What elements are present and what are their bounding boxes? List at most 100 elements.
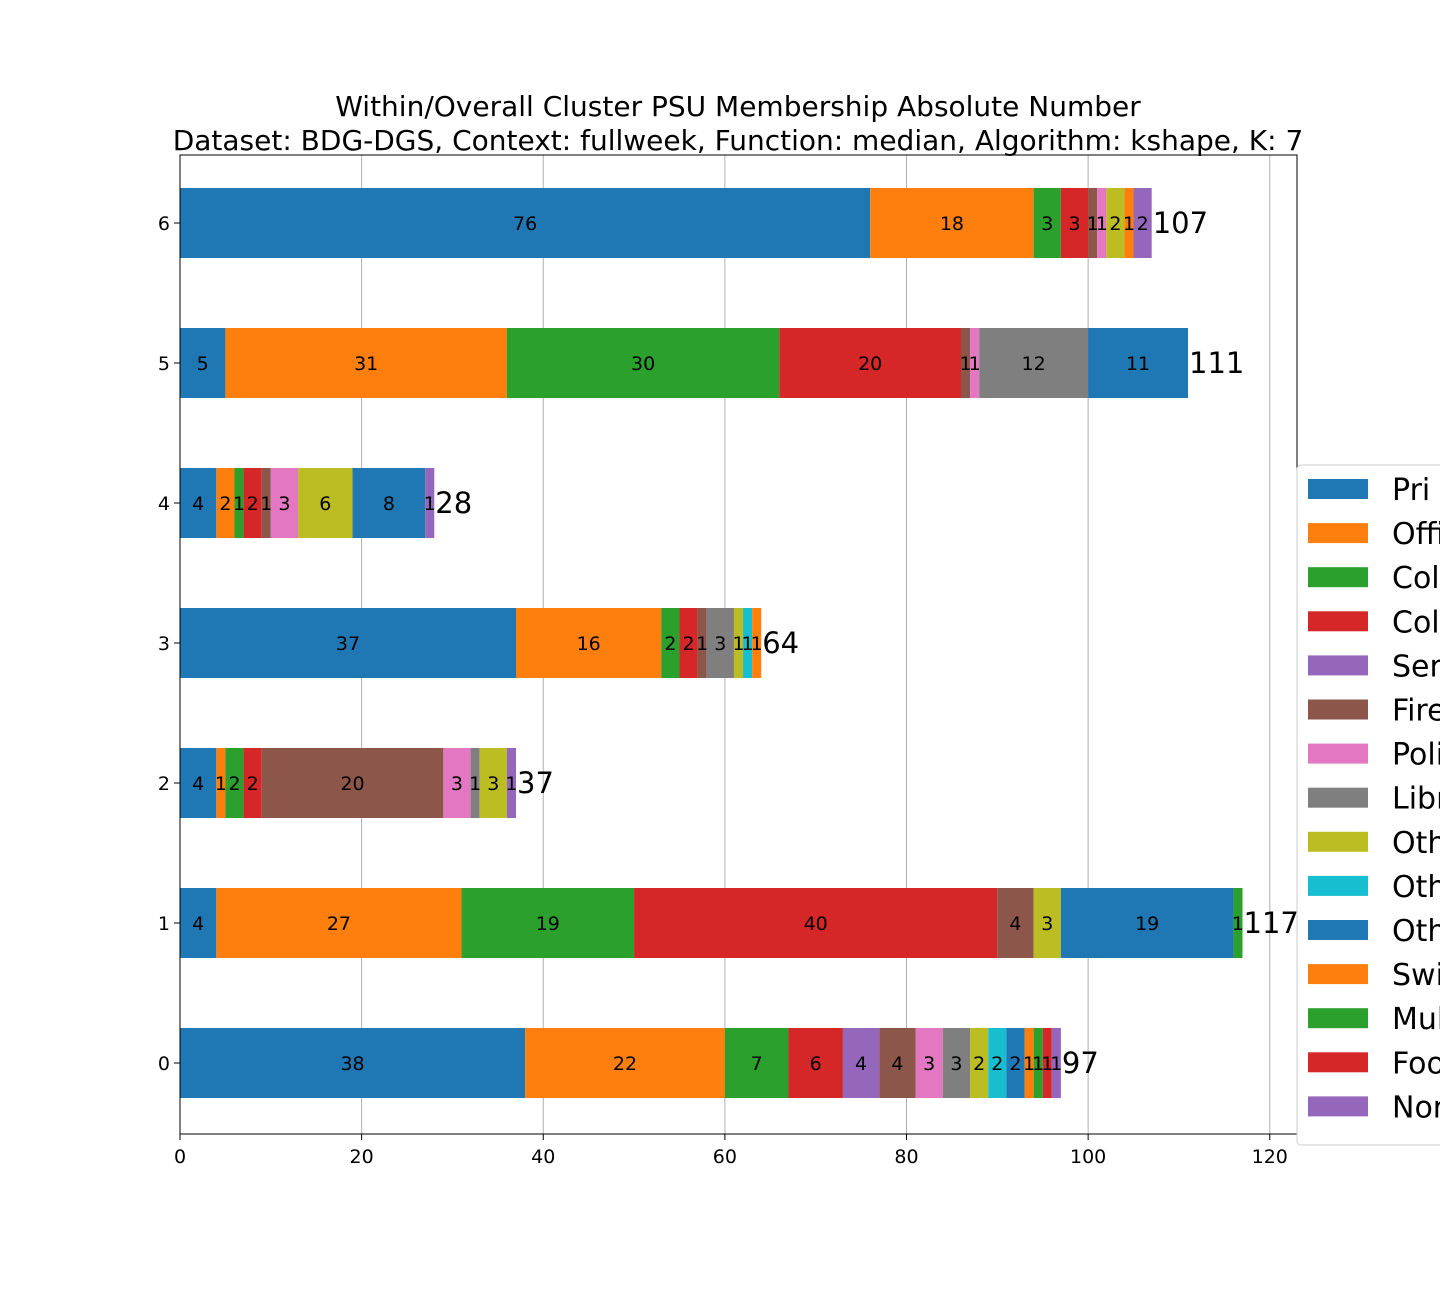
x-tick-label: 20 — [350, 1146, 374, 1168]
segment-value-label: 76 — [513, 213, 537, 235]
segment-value-label: 38 — [340, 1053, 364, 1075]
bar-segment — [180, 888, 217, 958]
bar-segment — [470, 748, 480, 818]
legend-swatch — [1308, 964, 1368, 985]
bar-segment — [180, 1028, 526, 1098]
segment-value-label: 18 — [940, 213, 964, 235]
legend-swatch — [1308, 567, 1368, 588]
bar-total-label: 111 — [1189, 346, 1244, 380]
bar-segment — [1033, 188, 1061, 258]
segment-value-label: 3 — [451, 773, 463, 795]
legend-entry-label: Oth — [1392, 826, 1440, 861]
bar-segment — [1233, 888, 1243, 958]
segment-value-label: 1 — [751, 633, 763, 655]
bar-total-label: 117 — [1244, 906, 1299, 940]
bar-segment — [779, 328, 961, 398]
segment-value-label: 31 — [354, 353, 378, 375]
bar-segment — [733, 608, 744, 678]
y-tick-label: 3 — [158, 633, 170, 655]
bar-segment — [234, 468, 244, 538]
segment-value-label: 19 — [536, 913, 560, 935]
segment-value-label: 3 — [950, 1053, 962, 1075]
segment-value-label: 2 — [1137, 213, 1149, 235]
legend-swatch — [1308, 920, 1368, 940]
legend-entry-label: Mul — [1392, 1002, 1440, 1037]
bar-segment — [425, 468, 435, 538]
bar-segment — [180, 608, 517, 678]
segment-value-label: 2 — [683, 633, 695, 655]
segment-value-label: 2 — [973, 1053, 985, 1075]
legend-swatch — [1308, 655, 1368, 676]
legend-entry-label: Ser — [1392, 649, 1440, 684]
x-tick-label: 80 — [894, 1146, 918, 1168]
bar-segment — [261, 468, 271, 538]
bar-segment — [243, 468, 262, 538]
segment-value-label: 2 — [228, 773, 240, 795]
bar-segment — [697, 608, 707, 678]
x-tick-label: 40 — [531, 1146, 555, 1168]
segment-value-label: 1 — [732, 633, 744, 655]
legend-entry-label: Col — [1392, 561, 1440, 596]
legend-swatch — [1308, 1052, 1368, 1073]
bar-segment — [997, 888, 1034, 958]
bar-segment — [270, 468, 299, 538]
bar-segment — [788, 1028, 843, 1098]
segment-value-label: 7 — [751, 1053, 763, 1075]
bar-segment — [960, 328, 971, 398]
bar-total-label: 28 — [435, 486, 472, 520]
segment-value-label: 4 — [855, 1053, 867, 1075]
bar-segment — [979, 328, 1089, 398]
segment-value-label: 6 — [810, 1053, 822, 1075]
bar-segment — [225, 328, 507, 398]
legend-entry-label: Nor — [1392, 1090, 1440, 1125]
segment-value-label: 1 — [969, 353, 981, 375]
y-tick-label: 5 — [158, 353, 170, 375]
segment-value-label: 12 — [1022, 353, 1046, 375]
legend-entry-label: Oth — [1392, 870, 1440, 905]
segment-value-label: 4 — [192, 913, 204, 935]
segment-value-label: 20 — [340, 773, 364, 795]
bar-segment — [261, 748, 444, 818]
segment-value-label: 11 — [1126, 353, 1150, 375]
bar-segment — [352, 468, 426, 538]
segment-value-label: 16 — [577, 633, 601, 655]
x-tick-label: 0 — [174, 1146, 186, 1168]
bar-segment — [216, 468, 235, 538]
segment-value-label: 1 — [424, 493, 436, 515]
bar-segment — [706, 608, 734, 678]
bar-segment — [661, 608, 680, 678]
legend-swatch — [1308, 611, 1368, 632]
segment-value-label: 1 — [1232, 913, 1244, 935]
chart-title: Within/Overall Cluster PSU Membership Ab… — [335, 90, 1141, 123]
legend-swatch — [1308, 1008, 1368, 1029]
legend-entry-label: Libr — [1392, 782, 1440, 817]
bar-total-label: 107 — [1153, 206, 1208, 240]
segment-value-label: 3 — [487, 773, 499, 795]
bar-segment — [180, 748, 217, 818]
bar-segment — [1051, 1028, 1061, 1098]
legend-entry-label: Foo — [1392, 1046, 1440, 1081]
bar-segment — [479, 748, 507, 818]
y-tick-label: 0 — [158, 1053, 170, 1075]
segment-value-label: 22 — [613, 1053, 637, 1075]
segment-value-label: 30 — [631, 353, 655, 375]
segment-value-label: 1 — [215, 773, 227, 795]
segment-value-label: 4 — [1009, 913, 1021, 935]
legend-entry-label: Col — [1392, 605, 1440, 640]
bar-segment — [516, 608, 662, 678]
bar-segment — [1006, 1028, 1025, 1098]
bar-total-label: 97 — [1062, 1046, 1099, 1080]
segment-value-label: 1 — [696, 633, 708, 655]
bar-segment — [1024, 1028, 1034, 1098]
legend-swatch — [1308, 479, 1368, 499]
bar-segment — [298, 468, 353, 538]
bar-segment — [1088, 328, 1189, 398]
legend-entry-label: Swi — [1392, 958, 1440, 993]
segment-value-label: 3 — [923, 1053, 935, 1075]
bar-segment — [443, 748, 471, 818]
segment-value-label: 2 — [1009, 1053, 1021, 1075]
segment-value-label: 1 — [1096, 213, 1108, 235]
segment-value-label: 2 — [1109, 213, 1121, 235]
